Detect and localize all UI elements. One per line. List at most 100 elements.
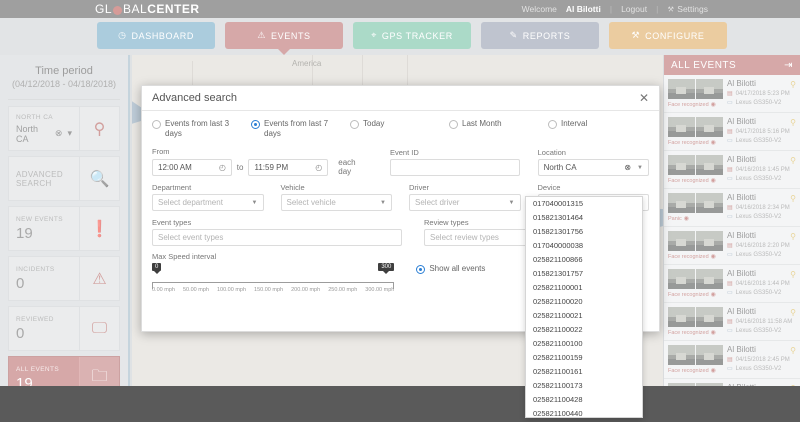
event-list-item[interactable]: Face recognized ◉ Al Bilotti ▤ 04/17/2018 5:…: [664, 113, 800, 151]
event-list-item[interactable]: Face recognized ◉ Al Bilotti ▤ 04/16/2018 11…: [664, 303, 800, 341]
event-list-item[interactable]: Face recognized ◉ Al Bilotti ▤ 04/16/2018 1:…: [664, 265, 800, 303]
device-option[interactable]: 015821301464: [533, 213, 584, 222]
event-thumbnails[interactable]: Face recognized◉: [668, 231, 723, 260]
device-option[interactable]: 025821100866: [533, 255, 583, 264]
event-thumbnail[interactable]: [668, 345, 695, 365]
slider-track[interactable]: [152, 282, 395, 283]
device-option[interactable]: 025821100440: [533, 409, 583, 418]
device-option[interactable]: 025821100021: [533, 311, 583, 320]
clear-icon[interactable]: ⊗: [624, 163, 632, 172]
event-thumbnail[interactable]: [668, 231, 695, 251]
clock-icon[interactable]: ◴: [315, 162, 323, 172]
device-option[interactable]: 017040000038: [533, 241, 584, 250]
event-list-item[interactable]: Face recognized ◉ Al Bilotti ▤ 04/17/2018 5:…: [664, 75, 800, 113]
tab-events[interactable]: ⚠ EVENTS: [225, 22, 343, 55]
collapse-icon[interactable]: ⇥: [784, 59, 793, 71]
event-thumbnail[interactable]: [696, 345, 723, 365]
device-option[interactable]: 025821100001: [533, 283, 583, 292]
event-types-select[interactable]: Select event types: [152, 229, 402, 246]
event-thumbnail[interactable]: [696, 231, 723, 251]
radio-events-last-3-days[interactable]: Events from last 3 days: [152, 119, 242, 139]
event-thumbnail[interactable]: [696, 117, 723, 137]
radio-last-month[interactable]: Last Month: [449, 119, 539, 139]
device-option[interactable]: 025821100173: [533, 381, 583, 390]
event-thumbnail[interactable]: [696, 155, 723, 175]
clear-icon[interactable]: ⊗: [54, 128, 63, 138]
max-speed-slider[interactable]: 0 300 0.00 mph 50.00 mph 100.00 mph 150.00 …: [152, 263, 395, 302]
sidebar-item-incidents[interactable]: INCIDENTS 0 ⚠: [8, 256, 120, 301]
pin-icon[interactable]: ⚲: [790, 346, 796, 355]
event-thumbnail[interactable]: [668, 307, 695, 327]
tab-reports[interactable]: ✎ REPORTS: [481, 22, 599, 49]
event-thumbnail[interactable]: [668, 269, 695, 289]
from-time-input[interactable]: 12:00 AM ◴: [152, 158, 232, 176]
radio-show-all-events[interactable]: Show all events: [416, 264, 506, 302]
event-list-item[interactable]: Face recognized◉ Al Bilotti ▤04/15/2018 2:…: [664, 341, 800, 379]
device-option[interactable]: 025821100022: [533, 325, 583, 334]
pin-icon[interactable]: ⚲: [790, 308, 796, 317]
pin-icon[interactable]: ⚲: [790, 232, 796, 241]
chevron-down-icon[interactable]: ▼: [508, 199, 515, 206]
events-list[interactable]: Face recognized ◉ Al Bilotti ▤ 04/17/2018 5:…: [664, 75, 800, 422]
event-list-item[interactable]: Face recognized ◉ Al Bilotti ▤ 04/16/2018 1:…: [664, 151, 800, 189]
event-id-input[interactable]: [390, 159, 520, 176]
event-thumbnails[interactable]: Face recognized◉: [668, 307, 723, 336]
driver-select[interactable]: Select driver ▼: [409, 194, 521, 211]
logout-link[interactable]: Logout: [621, 4, 648, 14]
device-option[interactable]: 015821301756: [533, 227, 584, 236]
event-thumbnail[interactable]: [696, 269, 723, 289]
device-option[interactable]: 025821100161: [533, 367, 583, 376]
event-thumbnails[interactable]: Panic ◉: [668, 193, 723, 222]
device-option[interactable]: 017040001315: [533, 199, 584, 208]
sidebar-item-new-events[interactable]: NEW EVENTS 19 ❗: [8, 206, 120, 251]
device-option[interactable]: 025821100428: [533, 395, 583, 404]
chevron-down-icon[interactable]: ▾: [67, 128, 72, 138]
event-thumbnails[interactable]: Face recognized◉: [668, 269, 723, 298]
event-thumbnails[interactable]: Face recognized◉: [668, 79, 723, 108]
device-option[interactable]: 025821100100: [533, 339, 583, 348]
tab-gps-tracker[interactable]: ⌖ GPS TRACKER: [353, 22, 471, 49]
chevron-down-icon[interactable]: ▼: [380, 199, 386, 206]
tab-dashboard[interactable]: ◷ DASHBOARD: [97, 22, 215, 49]
pin-icon[interactable]: ⚲: [790, 270, 796, 279]
event-thumbnails[interactable]: Face recognized◉: [668, 155, 723, 184]
slider-handle-min[interactable]: 0: [152, 263, 162, 274]
device-option[interactable]: 015821301757: [533, 269, 584, 278]
location-card-select[interactable]: North CA ⊗ ▾: [16, 124, 72, 144]
event-list-item[interactable]: Face recognized ◉ Al Bilotti ▤ 04/16/2018 2:…: [664, 227, 800, 265]
event-thumbnail[interactable]: [668, 155, 695, 175]
pin-icon[interactable]: ⚲: [790, 80, 796, 89]
radio-interval[interactable]: Interval: [548, 119, 638, 139]
device-option[interactable]: 025821100159: [533, 353, 583, 362]
clock-icon[interactable]: ◴: [218, 162, 226, 172]
radio-events-last-7-days[interactable]: Events from last 7 days: [251, 119, 341, 139]
event-thumbnail[interactable]: [668, 117, 695, 137]
to-time-input[interactable]: 11:59 PM ◴: [248, 158, 329, 176]
chevron-down-icon[interactable]: ▼: [637, 164, 643, 171]
vehicle-select[interactable]: Select vehicle ▼: [280, 194, 392, 211]
pin-icon[interactable]: ⚲: [790, 156, 796, 165]
radio-today[interactable]: Today: [350, 119, 440, 139]
settings-link[interactable]: ⚒ Settings: [667, 4, 708, 15]
tab-configure[interactable]: ⚒ CONFIGURE: [609, 22, 727, 49]
event-list-item[interactable]: Panic ◉ Al Bilotti ▤ 04/16/2018 2:34 PM ▭ Lexu…: [664, 189, 800, 227]
sidebar-location-card[interactable]: NORTH CA North CA ⊗ ▾ ⚲: [8, 106, 120, 151]
event-thumbnails[interactable]: Face recognized◉: [668, 117, 723, 146]
slider-handle-max[interactable]: 300: [378, 263, 395, 274]
location-select[interactable]: North CA ⊗ ▼: [537, 159, 649, 176]
event-thumbnail[interactable]: [696, 79, 723, 99]
device-option[interactable]: 025821100020: [533, 297, 583, 306]
department-select[interactable]: Select department ▼: [152, 194, 264, 211]
chevron-down-icon[interactable]: ▼: [251, 199, 258, 206]
device-dropdown-list[interactable]: 017040001315 015821301464 015821301756 0170…: [525, 196, 643, 418]
event-thumbnail[interactable]: [668, 193, 695, 213]
sidebar-item-advanced-search[interactable]: ADVANCED SEARCH 🔍: [8, 156, 120, 201]
event-thumbnail[interactable]: [696, 193, 723, 213]
event-thumbnails[interactable]: Face recognized◉: [668, 345, 723, 374]
close-icon[interactable]: ✕: [638, 91, 649, 105]
sidebar-item-reviewed[interactable]: REVIEWED 0 🖵: [8, 306, 120, 351]
pin-icon[interactable]: ⚲: [790, 194, 796, 203]
event-thumbnail[interactable]: [696, 307, 723, 327]
pin-icon[interactable]: ⚲: [790, 118, 796, 127]
event-thumbnail[interactable]: [668, 79, 695, 99]
